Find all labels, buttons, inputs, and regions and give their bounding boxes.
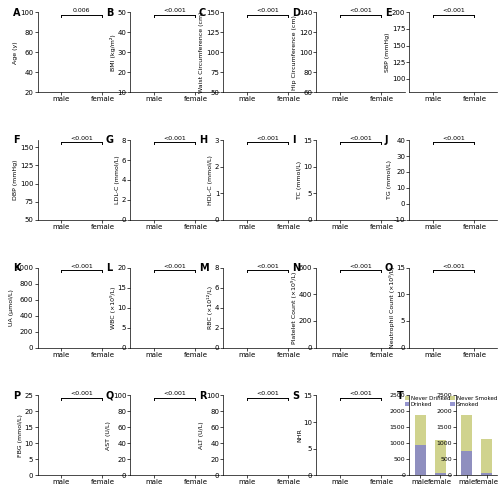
Text: D: D [292,7,300,18]
Y-axis label: LDL-C (mmol/L): LDL-C (mmol/L) [116,155,120,204]
Text: P: P [13,391,20,400]
Text: M: M [199,263,208,273]
Y-axis label: DBP (mmHg): DBP (mmHg) [14,160,18,200]
Y-axis label: BMI (kg/m²): BMI (kg/m²) [110,34,116,71]
Text: G: G [106,135,114,145]
Text: E: E [385,7,392,18]
Text: Q: Q [106,391,114,400]
Text: <0.001: <0.001 [349,263,372,268]
Text: L: L [106,263,112,273]
Text: <0.001: <0.001 [70,263,93,268]
Bar [462,451,472,475]
Text: O: O [385,263,393,273]
Text: K: K [13,263,20,273]
Bar [434,473,446,475]
Text: <0.001: <0.001 [163,263,186,268]
Text: J: J [385,135,388,145]
Text: N: N [292,263,300,273]
Text: A: A [13,7,20,18]
Bar [434,440,446,475]
Y-axis label: AST (U/L): AST (U/L) [106,421,112,450]
Y-axis label: UA (μmol/L): UA (μmol/L) [9,289,14,326]
Text: 0.006: 0.006 [73,8,90,13]
Y-axis label: Hip Circumference (cm): Hip Circumference (cm) [292,15,298,90]
Y-axis label: TG (mmol/L): TG (mmol/L) [388,160,392,199]
Text: <0.001: <0.001 [349,136,372,141]
Y-axis label: WBC (×10⁹/L): WBC (×10⁹/L) [110,287,116,329]
Text: <0.001: <0.001 [442,8,465,13]
Text: I: I [292,135,296,145]
Text: R: R [199,391,206,400]
Text: <0.001: <0.001 [163,8,186,13]
Text: <0.001: <0.001 [256,391,279,396]
Y-axis label: ALT (U/L): ALT (U/L) [200,421,204,449]
Bar [481,439,492,475]
Y-axis label: NHR: NHR [297,429,302,442]
Y-axis label: SBP (mmHg): SBP (mmHg) [386,33,390,72]
Text: <0.001: <0.001 [70,136,93,141]
Text: F: F [13,135,20,145]
Text: <0.001: <0.001 [256,263,279,268]
Bar [481,473,492,475]
Y-axis label: RBC (×10¹²/L): RBC (×10¹²/L) [208,286,214,329]
Text: <0.001: <0.001 [349,391,372,396]
Text: <0.001: <0.001 [163,391,186,396]
Text: <0.001: <0.001 [256,8,279,13]
Y-axis label: FBG (mmol/L): FBG (mmol/L) [18,414,23,457]
Y-axis label: Waist Circumference (cm): Waist Circumference (cm) [200,11,204,93]
Text: <0.001: <0.001 [349,8,372,13]
Text: <0.001: <0.001 [70,391,93,396]
Text: <0.001: <0.001 [163,136,186,141]
Bar [415,445,426,475]
Y-axis label: Platelet Count (×10⁹/L): Platelet Count (×10⁹/L) [292,271,298,344]
Text: H: H [199,135,207,145]
Legend: Never Drinked, Drinked: Never Drinked, Drinked [404,396,451,407]
Y-axis label: Age (y): Age (y) [14,41,18,63]
Text: B: B [106,7,113,18]
Text: <0.001: <0.001 [256,136,279,141]
Text: <0.001: <0.001 [442,263,465,268]
Y-axis label: HDL-C (mmol/L): HDL-C (mmol/L) [208,155,214,205]
Legend: Never Smoked, Smoked: Never Smoked, Smoked [450,396,498,407]
Text: S: S [292,391,299,400]
Text: T: T [397,391,404,400]
Bar [415,414,426,475]
Bar [462,415,472,475]
Text: <0.001: <0.001 [442,136,465,141]
Text: C: C [199,7,206,18]
Y-axis label: TC (mmol/L): TC (mmol/L) [297,161,302,199]
Y-axis label: Neutrophil Count (×10⁹/L): Neutrophil Count (×10⁹/L) [389,267,395,348]
